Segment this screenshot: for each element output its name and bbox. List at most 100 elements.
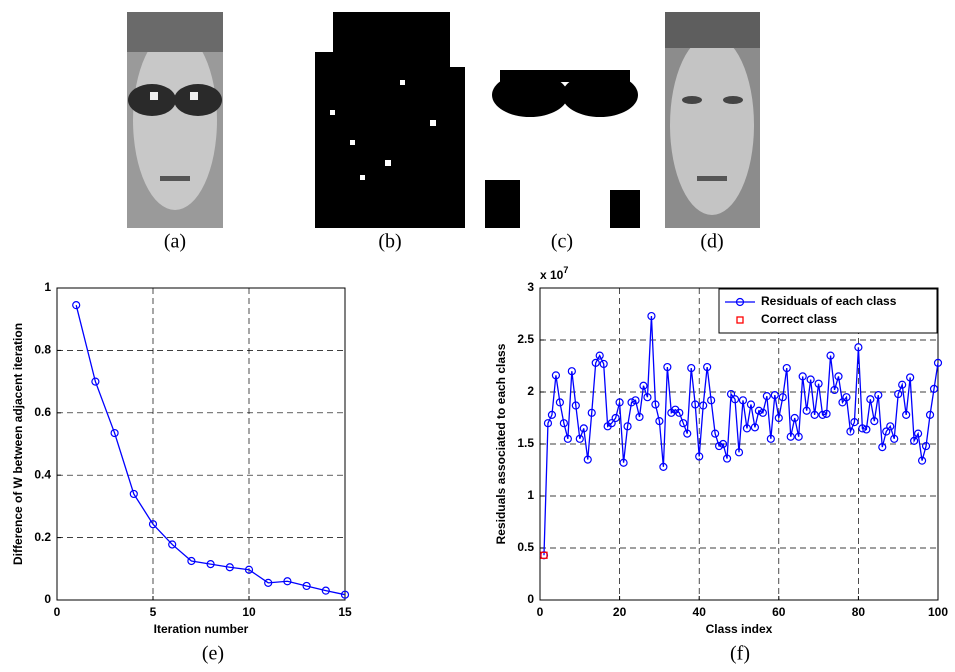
plot-frame xyxy=(539,287,939,601)
y-tick-label: 0.2 xyxy=(34,530,51,544)
x-tick-label: 60 xyxy=(772,605,786,619)
data-marker xyxy=(187,556,196,566)
data-marker xyxy=(683,429,692,438)
data-marker xyxy=(802,406,811,415)
data-marker xyxy=(910,436,919,445)
data-marker xyxy=(551,371,561,380)
data-marker xyxy=(129,489,138,499)
data-marker xyxy=(770,391,779,400)
data-marker xyxy=(726,389,736,399)
data-marker xyxy=(611,413,620,423)
data-marker xyxy=(623,422,632,431)
y-tick-label: 1.5 xyxy=(517,436,534,450)
data-marker xyxy=(874,391,883,400)
image-caption: (a) xyxy=(164,231,186,253)
image-caption: (b) xyxy=(378,231,401,253)
data-marker xyxy=(707,396,716,405)
data-marker xyxy=(679,419,688,428)
data-marker xyxy=(925,410,935,419)
data-marker xyxy=(655,417,664,426)
data-marker xyxy=(699,401,708,410)
y-axis-label: Residuals associated to each class xyxy=(494,343,508,544)
x-tick-label: 100 xyxy=(928,605,948,619)
data-marker xyxy=(619,458,628,467)
data-marker xyxy=(543,419,553,428)
legend-box xyxy=(718,288,938,334)
data-marker xyxy=(778,393,787,402)
data-marker xyxy=(559,419,568,428)
y-tick-label: 1 xyxy=(44,280,51,294)
data-marker xyxy=(714,441,724,451)
image-a xyxy=(127,12,223,228)
x-axis-label: Class index xyxy=(706,622,773,636)
data-marker xyxy=(866,395,875,404)
data-marker xyxy=(878,443,887,452)
data-marker xyxy=(758,408,767,417)
data-marker xyxy=(738,396,748,405)
data-marker xyxy=(814,379,823,388)
data-marker xyxy=(722,454,732,463)
data-marker xyxy=(587,408,596,417)
data-marker xyxy=(929,384,939,393)
data-marker xyxy=(647,311,656,321)
y-tick-label: 2 xyxy=(527,384,534,398)
data-marker xyxy=(110,428,119,438)
x-tick-label: 0 xyxy=(54,605,61,619)
x-tick-label: 10 xyxy=(242,605,256,619)
data-marker xyxy=(591,358,600,367)
data-marker xyxy=(890,434,899,443)
image-caption: (d) xyxy=(700,231,723,253)
data-marker xyxy=(643,393,652,402)
legend-label: Residuals of each class xyxy=(761,294,897,308)
y-tick-label: 3 xyxy=(527,280,534,294)
image-b xyxy=(315,12,465,228)
data-marker xyxy=(838,398,847,407)
data-marker xyxy=(563,434,572,443)
x-axis-label: Iteration number xyxy=(154,622,249,636)
data-marker xyxy=(917,456,927,465)
data-marker xyxy=(72,301,81,310)
data-marker xyxy=(627,398,636,407)
data-marker xyxy=(631,396,640,405)
y-tick-label: 0.8 xyxy=(34,343,51,357)
y-tick-label: 1 xyxy=(527,488,534,502)
data-marker xyxy=(595,351,604,360)
chart-caption: (f) xyxy=(730,643,750,665)
data-marker xyxy=(858,424,867,433)
plot-area xyxy=(57,288,345,600)
image-c xyxy=(485,12,640,228)
legend-label: Correct class xyxy=(761,312,837,326)
x-tick-label: 15 xyxy=(338,605,352,619)
x-tick-label: 0 xyxy=(537,605,544,619)
y-tick-label: 0.4 xyxy=(34,467,51,481)
data-marker xyxy=(663,362,672,372)
image-d xyxy=(665,12,760,228)
data-marker xyxy=(711,429,720,438)
data-marker xyxy=(583,455,592,464)
data-marker xyxy=(651,400,660,409)
data-marker xyxy=(675,408,684,417)
image-caption: (c) xyxy=(551,231,573,253)
data-marker xyxy=(746,400,756,409)
data-marker xyxy=(766,434,775,443)
y-tick-label: 0 xyxy=(44,592,51,606)
x-tick-label: 5 xyxy=(150,605,157,619)
y-tick-label: 0.5 xyxy=(517,540,534,554)
data-marker xyxy=(870,417,879,426)
data-marker xyxy=(921,441,931,451)
data-marker xyxy=(718,439,728,449)
data-marker xyxy=(148,520,158,529)
data-marker xyxy=(810,410,819,419)
chart-caption: (e) xyxy=(202,643,224,665)
y-tick-label: 0.6 xyxy=(34,405,51,419)
data-marker xyxy=(639,381,648,390)
y-multiplier-base: x 10 xyxy=(540,268,564,282)
data-marker xyxy=(225,563,234,572)
y-tick-label: 2.5 xyxy=(517,332,534,346)
data-marker xyxy=(321,586,330,595)
data-marker xyxy=(822,409,831,418)
data-marker xyxy=(695,452,704,461)
data-marker xyxy=(264,578,273,587)
data-marker xyxy=(575,434,584,443)
